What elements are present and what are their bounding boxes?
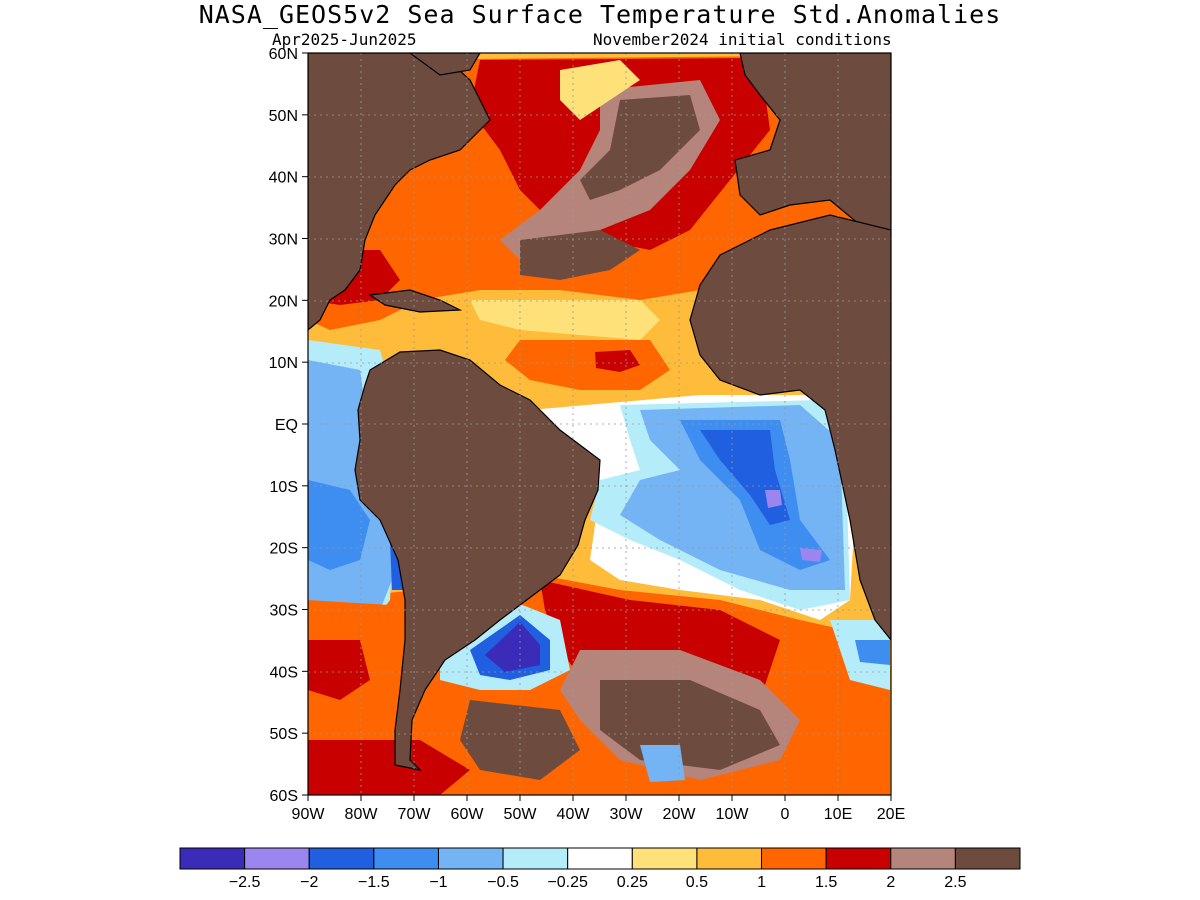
anomaly-region-brazil-malvinas-deep <box>485 622 540 672</box>
land-africa <box>689 214 891 641</box>
lat-label: 40S <box>270 664 298 681</box>
lat-label: 40N <box>269 170 298 187</box>
initial-conditions: November2024 initial conditions <box>593 30 892 49</box>
colorbar-label: −0.5 <box>487 874 519 891</box>
anomaly-region-na-dark-2 <box>520 230 640 280</box>
colorbar-swatch <box>631 847 698 870</box>
lon-label: 80W <box>345 806 379 823</box>
anomaly-region-sa-blue <box>640 745 685 782</box>
colorbar-swatch <box>954 847 1021 870</box>
colorbar-label: −1.5 <box>358 874 390 891</box>
land-greenland <box>408 53 481 76</box>
latitude-labels: 60N 50N 40N 30N 20N 10N EQ 10S 20S 30S 40S 50S 60S <box>269 46 308 805</box>
anomaly-region-eq-lilac <box>765 490 782 508</box>
colorbar-label: −2 <box>300 874 318 891</box>
lon-label: 90W <box>292 806 326 823</box>
colorbar-swatch <box>308 847 375 870</box>
colorbar-label: 0.5 <box>686 874 708 891</box>
colorbar: −2.5 −2 −1.5 −1 −0.5 −0.25 0.25 0.5 1 1.5 2 2.5 <box>179 847 1021 891</box>
longitude-labels: 90W 80W 70W 60W 50W 40W 30W 20W 10W 0 10E 20E <box>292 795 905 823</box>
colorbar-swatch <box>373 847 439 870</box>
lon-label: 50W <box>504 806 538 823</box>
lon-label: 20W <box>663 806 697 823</box>
colorbar-swatch <box>825 847 892 870</box>
lat-label: EQ <box>275 417 298 434</box>
lat-label: 10N <box>269 355 298 372</box>
lon-label: 60W <box>451 806 485 823</box>
colorbar-swatch <box>244 847 310 870</box>
lon-label: 10E <box>824 806 852 823</box>
anomaly-region-sa-red-2 <box>308 740 470 795</box>
colorbar-label: −2.5 <box>229 874 261 891</box>
anomaly-region-na-pale <box>560 60 640 120</box>
graticule <box>308 53 891 795</box>
anomaly-region-pacific-midblue <box>308 480 370 570</box>
lon-label: 20E <box>877 806 905 823</box>
lat-label: 20S <box>270 541 298 558</box>
anomaly-region-sa-dark-2 <box>460 700 580 780</box>
lat-label: 10S <box>270 479 298 496</box>
anomaly-region-eq-lilac-2 <box>800 548 822 562</box>
colorbar-label: 0.25 <box>617 874 648 891</box>
colorbar-label: −0.25 <box>547 874 588 891</box>
forecast-period: Apr2025-Jun2025 <box>272 30 417 49</box>
lon-label: 0 <box>781 806 790 823</box>
colorbar-swatch <box>696 847 763 870</box>
land-south-america <box>354 349 601 771</box>
lat-label: 50N <box>269 108 298 125</box>
colorbar-label: 1 <box>757 874 766 891</box>
lon-label: 70W <box>398 806 432 823</box>
lon-label: 30W <box>610 806 644 823</box>
lat-label: 30S <box>270 603 298 620</box>
land-masses <box>308 53 891 771</box>
anomaly-region-na-dark <box>580 95 700 200</box>
colorbar-swatch <box>179 847 246 870</box>
colorbar-swatch <box>761 847 827 870</box>
lat-label: 20N <box>269 293 298 310</box>
colorbar-label: 2 <box>886 874 895 891</box>
lat-label: 60N <box>269 46 298 63</box>
colorbar-label: 2.5 <box>944 874 966 891</box>
colorbar-swatch <box>567 847 633 870</box>
map-title: NASA_GEOS5v2 Sea Surface Temperature Std… <box>198 0 1002 29</box>
anomaly-region-pacific-red <box>308 640 370 700</box>
lon-label: 10W <box>716 806 750 823</box>
colorbar-label: 1.5 <box>815 874 837 891</box>
lat-label: 50S <box>270 726 298 743</box>
land-north-america <box>308 53 491 331</box>
colorbar-swatch <box>502 847 569 870</box>
land-caribbean <box>368 289 463 313</box>
anomaly-region-tna-red <box>595 350 640 372</box>
anomaly-region-sa-blue-2 <box>855 640 890 665</box>
lat-label: 30N <box>269 232 298 249</box>
colorbar-swatch <box>890 847 956 870</box>
lat-label: 60S <box>270 788 298 805</box>
colorbar-swatch <box>437 847 504 870</box>
anomaly-region-tna-pale <box>470 300 660 340</box>
lon-label: 40W <box>557 806 591 823</box>
colorbar-label: −1 <box>429 874 447 891</box>
